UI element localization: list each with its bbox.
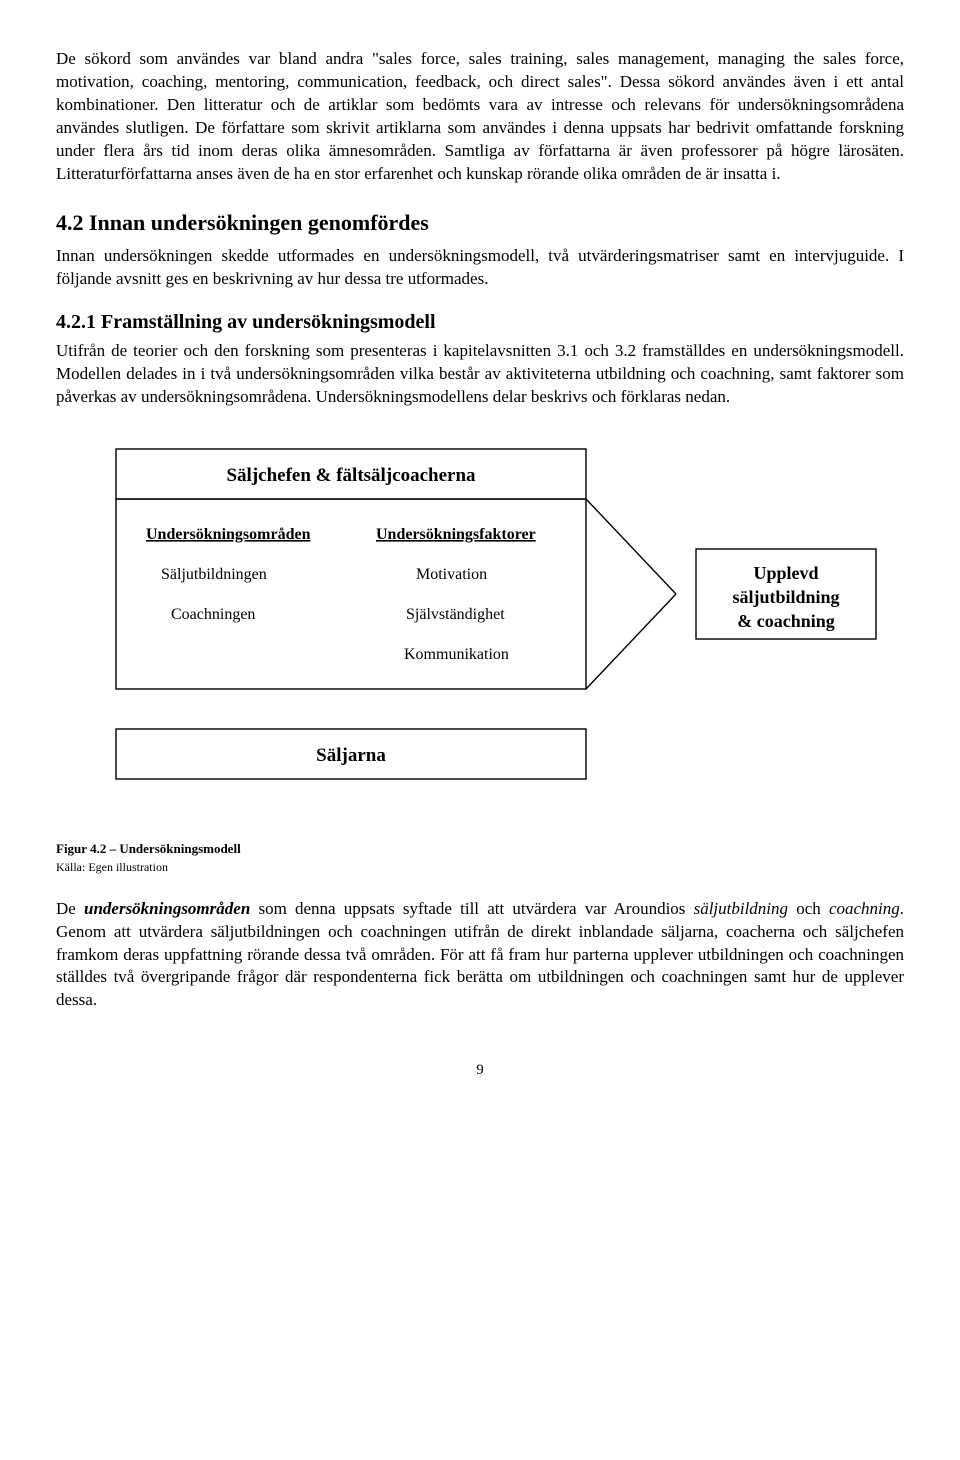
svg-text:Självständighet: Självständighet	[406, 606, 505, 623]
svg-text:Motivation: Motivation	[416, 566, 487, 583]
paragraph-1: De sökord som användes var bland andra "…	[56, 48, 904, 186]
svg-text:Upplevd: Upplevd	[753, 563, 818, 583]
svg-text:& coachning: & coachning	[737, 611, 835, 631]
svg-text:Säljarna: Säljarna	[316, 745, 386, 766]
svg-text:Kommunikation: Kommunikation	[404, 646, 509, 663]
figure-caption: Figur 4.2 – Undersökningsmodell	[56, 840, 904, 858]
svg-text:säljutbildning: säljutbildning	[732, 587, 839, 607]
svg-text:Säljchefen & fältsäljcoacherna: Säljchefen & fältsäljcoacherna	[226, 465, 476, 486]
paragraph-3: Utifrån de teorier och den forskning som…	[56, 340, 904, 409]
subsection-heading-4-2-1: 4.2.1 Framställning av undersökningsmode…	[56, 309, 904, 336]
svg-text:Undersökningsområden: Undersökningsområden	[146, 526, 311, 543]
page-number: 9	[56, 1060, 904, 1080]
section-heading-4-2: 4.2 Innan undersökningen genomfördes	[56, 208, 904, 238]
svg-text:Säljutbildningen: Säljutbildningen	[161, 566, 267, 583]
paragraph-4: De undersökningsområden som denna uppsat…	[56, 898, 904, 1013]
svg-text:Undersökningsfaktorer: Undersökningsfaktorer	[376, 526, 536, 543]
figure-source: Källa: Egen illustration	[56, 859, 904, 875]
svg-text:Coachningen: Coachningen	[171, 606, 255, 623]
figure-caption-label: Figur 4.2 – Undersökningsmodell	[56, 841, 241, 856]
research-model-diagram: Säljchefen & fältsäljcoacherna Undersökni…	[56, 439, 904, 816]
paragraph-2: Innan undersökningen skedde utformades e…	[56, 245, 904, 291]
